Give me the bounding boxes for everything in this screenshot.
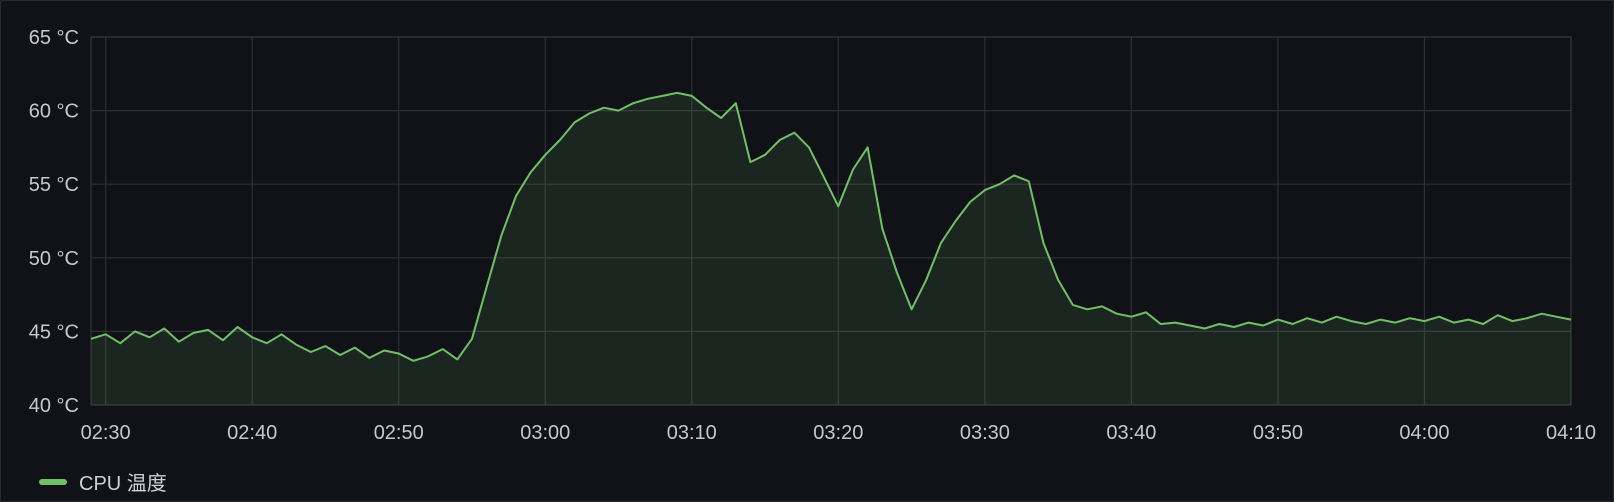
x-tick-label: 02:40 xyxy=(227,422,277,444)
y-tick-label: 60 °C xyxy=(29,101,79,123)
series-area xyxy=(91,92,1571,406)
legend-swatch xyxy=(39,478,67,485)
x-tick-label: 03:50 xyxy=(1253,422,1303,444)
y-axis: 40 °C 45 °C 50 °C 55 °C 60 °C 65 °C xyxy=(29,27,79,417)
legend-label: CPU 温度 xyxy=(79,473,167,495)
y-tick-label: 50 °C xyxy=(29,248,79,270)
x-tick-label: 03:20 xyxy=(813,422,863,444)
x-tick-label: 03:10 xyxy=(667,422,717,444)
x-tick-label: 03:40 xyxy=(1106,422,1156,444)
x-tick-label: 02:30 xyxy=(81,422,131,444)
plot-frame xyxy=(90,36,1572,406)
x-tick-label: 02:50 xyxy=(374,422,424,444)
y-tick-label: 40 °C xyxy=(29,395,79,417)
x-tick-label: 03:30 xyxy=(960,422,1010,444)
x-tick-label: 04:00 xyxy=(1399,422,1449,444)
chart-grid xyxy=(90,36,1572,406)
x-axis: 02:30 02:40 02:50 03:00 03:10 03:20 03:30 03:40… xyxy=(81,422,1596,444)
y-tick-label: 45 °C xyxy=(29,321,79,343)
series-line xyxy=(90,91,1572,362)
legend[interactable]: CPU 温度 xyxy=(39,467,167,496)
x-tick-label: 03:00 xyxy=(520,422,570,444)
x-tick-label: 04:10 xyxy=(1546,422,1596,444)
series-layer xyxy=(90,91,1572,406)
y-tick-label: 65 °C xyxy=(29,27,79,49)
y-tick-label: 55 °C xyxy=(29,174,79,196)
